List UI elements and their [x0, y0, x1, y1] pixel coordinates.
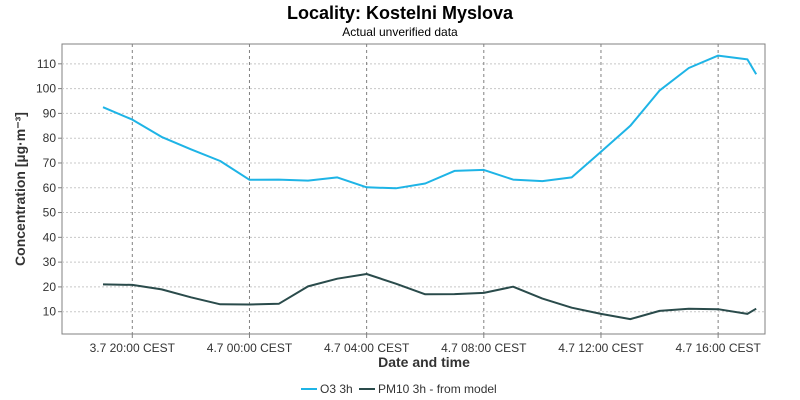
- legend: O3 3h PM10 3h - from model: [301, 382, 497, 396]
- y-tick-label: 70: [43, 156, 57, 170]
- x-tick-label: 4.7 00:00 CEST: [207, 341, 293, 355]
- x-tick-label: 4.7 16:00 CEST: [675, 341, 761, 355]
- x-axis-ticks: 3.7 20:00 CEST 4.7 00:00 CEST 4.7 04:00 CE…: [90, 334, 761, 355]
- y-tick-label: 20: [43, 280, 57, 294]
- chart-title: Locality: Kostelni Myslova: [287, 3, 514, 23]
- plot-area: [61, 43, 766, 335]
- series-line-o3: [102, 54, 758, 190]
- x-tick-label: 4.7 12:00 CEST: [558, 341, 644, 355]
- y-tick-label: 110: [37, 57, 56, 71]
- y-tick-label: 10: [43, 305, 57, 319]
- y-tick-label: 50: [43, 206, 57, 220]
- x-tick-label: 4.7 04:00 CEST: [324, 341, 410, 355]
- y-tick-label: 30: [43, 255, 57, 269]
- series-layer: [102, 54, 758, 321]
- legend-label-pm10: PM10 3h - from model: [378, 382, 497, 396]
- y-tick-label: 80: [43, 131, 57, 145]
- series-line-pm10: [102, 273, 757, 321]
- y-tick-label: 90: [43, 106, 57, 120]
- x-tick-label: 4.7 08:00 CEST: [441, 341, 527, 355]
- y-tick-label: 60: [43, 181, 57, 195]
- x-axis-label: Date and time: [378, 354, 470, 370]
- y-axis-label: Concentration [µg·m⁻³]: [12, 112, 28, 266]
- y-tick-label: 40: [43, 230, 57, 244]
- y-tick-label: 100: [36, 82, 56, 96]
- y-axis-ticks: 10 20 30 40 50 60 70 80 90 100 110: [36, 57, 62, 319]
- chart-subtitle: Actual unverified data: [342, 25, 458, 39]
- legend-label-o3: O3 3h: [320, 382, 353, 396]
- x-tick-label: 3.7 20:00 CEST: [90, 341, 176, 355]
